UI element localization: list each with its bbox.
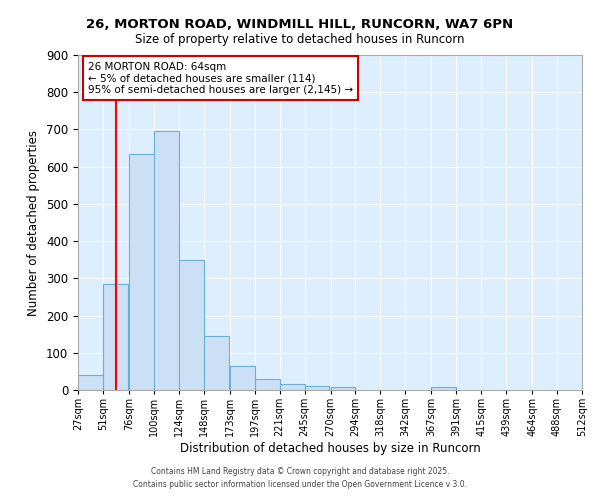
Text: Size of property relative to detached houses in Runcorn: Size of property relative to detached ho… [135, 32, 465, 46]
Bar [305, 386, 329, 390]
Bar [230, 366, 254, 390]
Bar [78, 375, 103, 390]
Bar [179, 260, 204, 390]
Bar [254, 379, 280, 390]
Text: Contains public sector information licensed under the Open Government Licence v : Contains public sector information licen… [133, 480, 467, 489]
Bar [280, 384, 305, 390]
Bar [129, 154, 154, 390]
Text: 26, MORTON ROAD, WINDMILL HILL, RUNCORN, WA7 6PN: 26, MORTON ROAD, WINDMILL HILL, RUNCORN,… [86, 18, 514, 30]
Bar [331, 387, 355, 390]
X-axis label: Distribution of detached houses by size in Runcorn: Distribution of detached houses by size … [179, 442, 481, 455]
Bar [204, 336, 229, 390]
Text: 26 MORTON ROAD: 64sqm
← 5% of detached houses are smaller (114)
95% of semi-deta: 26 MORTON ROAD: 64sqm ← 5% of detached h… [88, 62, 353, 95]
Bar [103, 284, 128, 390]
Text: Contains HM Land Registry data © Crown copyright and database right 2025.: Contains HM Land Registry data © Crown c… [151, 467, 449, 476]
Y-axis label: Number of detached properties: Number of detached properties [28, 130, 40, 316]
Bar [154, 132, 179, 390]
Bar [431, 387, 456, 390]
